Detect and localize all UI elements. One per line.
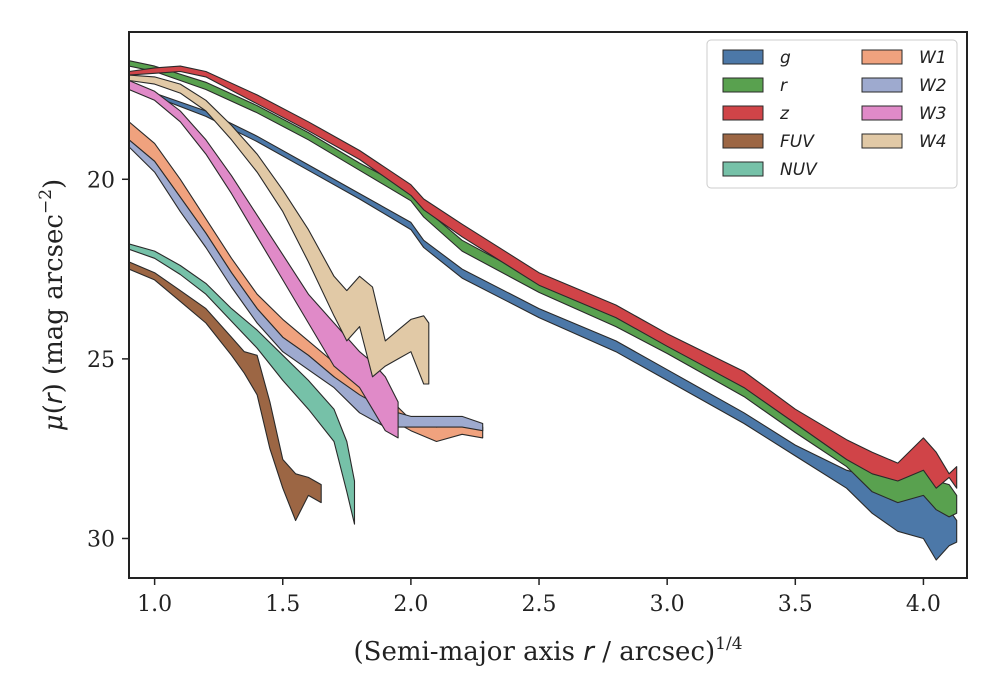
x-tick-label: 4.0 — [906, 592, 941, 617]
y-axis-title-end: ) — [39, 179, 69, 189]
legend-swatch — [861, 105, 903, 121]
y-tick-label: 25 — [87, 348, 115, 373]
legend-label: W3 — [919, 104, 947, 124]
legend-item-w2: W2 — [861, 76, 947, 96]
legend-label: W1 — [919, 48, 947, 68]
band-fuv — [129, 261, 322, 522]
legend-swatch — [722, 133, 764, 149]
y-axis-title-mu: μ — [39, 414, 69, 431]
legend-item-z: z — [722, 104, 790, 124]
legend-frame — [706, 39, 958, 189]
legend-item-w3: W3 — [861, 104, 947, 124]
legend-swatch — [861, 49, 903, 65]
y-axis-ticks: 20 25 30 — [87, 168, 129, 552]
x-tick-label: 3.0 — [650, 592, 685, 617]
legend-label: g — [780, 48, 791, 68]
legend-swatch — [722, 105, 764, 121]
legend-label: W4 — [919, 132, 947, 152]
legend-label: r — [780, 76, 788, 96]
legend-label: NUV — [780, 160, 818, 180]
legend-item-fuv: FUV — [722, 132, 815, 152]
legend-item-w1: W1 — [861, 48, 947, 68]
y-tick-label: 30 — [87, 527, 115, 552]
x-axis-title-mid: / arcsec) — [594, 637, 715, 667]
y-axis-title-unit: ) (mag arcsec — [39, 214, 69, 393]
x-axis-title-prefix: (Semi-major axis — [353, 637, 583, 667]
legend-swatch — [722, 161, 764, 177]
y-axis-title: μ(r) (mag arcsec−2) — [36, 179, 69, 431]
x-tick-label: 1.5 — [265, 592, 300, 617]
legend-item-nuv: NUV — [722, 160, 818, 180]
band-w4 — [129, 74, 430, 385]
legend-swatch — [722, 77, 764, 93]
legend-item-r: r — [722, 76, 788, 96]
y-axis-title-var: r — [39, 391, 69, 404]
band-g — [129, 85, 958, 561]
y-axis-title-exponent: −2 — [36, 189, 56, 214]
x-tick-label: 2.5 — [522, 592, 557, 617]
x-tick-label: 1.0 — [137, 592, 172, 617]
x-axis-title: (Semi-major axis r / arcsec)1/4 — [353, 634, 742, 667]
x-axis-ticks: 1.0 1.5 2.0 2.5 3.0 3.5 4.0 — [137, 578, 941, 617]
legend-item-g: g — [722, 48, 791, 68]
legend-swatch — [861, 77, 903, 93]
legend-swatch — [722, 49, 764, 65]
band-z — [129, 65, 958, 489]
x-axis-title-var: r — [583, 637, 596, 667]
legend-label: z — [779, 104, 790, 124]
legend: grz FUV NUV W1 W2 W3 W4 — [706, 39, 958, 189]
band-layer — [129, 60, 958, 561]
legend-swatch — [861, 133, 903, 149]
y-tick-label: 20 — [87, 168, 115, 193]
legend-label: FUV — [780, 132, 815, 152]
band-nuv — [129, 243, 356, 525]
x-tick-label: 3.5 — [778, 592, 813, 617]
y-axis-title-open: ( — [39, 404, 69, 414]
plot-frame — [128, 31, 968, 579]
x-axis-title-exponent: 1/4 — [715, 634, 742, 654]
x-tick-label: 2.0 — [393, 592, 428, 617]
band-w3 — [129, 79, 399, 439]
band-w2 — [129, 139, 484, 432]
legend-label: W2 — [919, 76, 947, 96]
legend-item-w4: W4 — [861, 132, 947, 152]
